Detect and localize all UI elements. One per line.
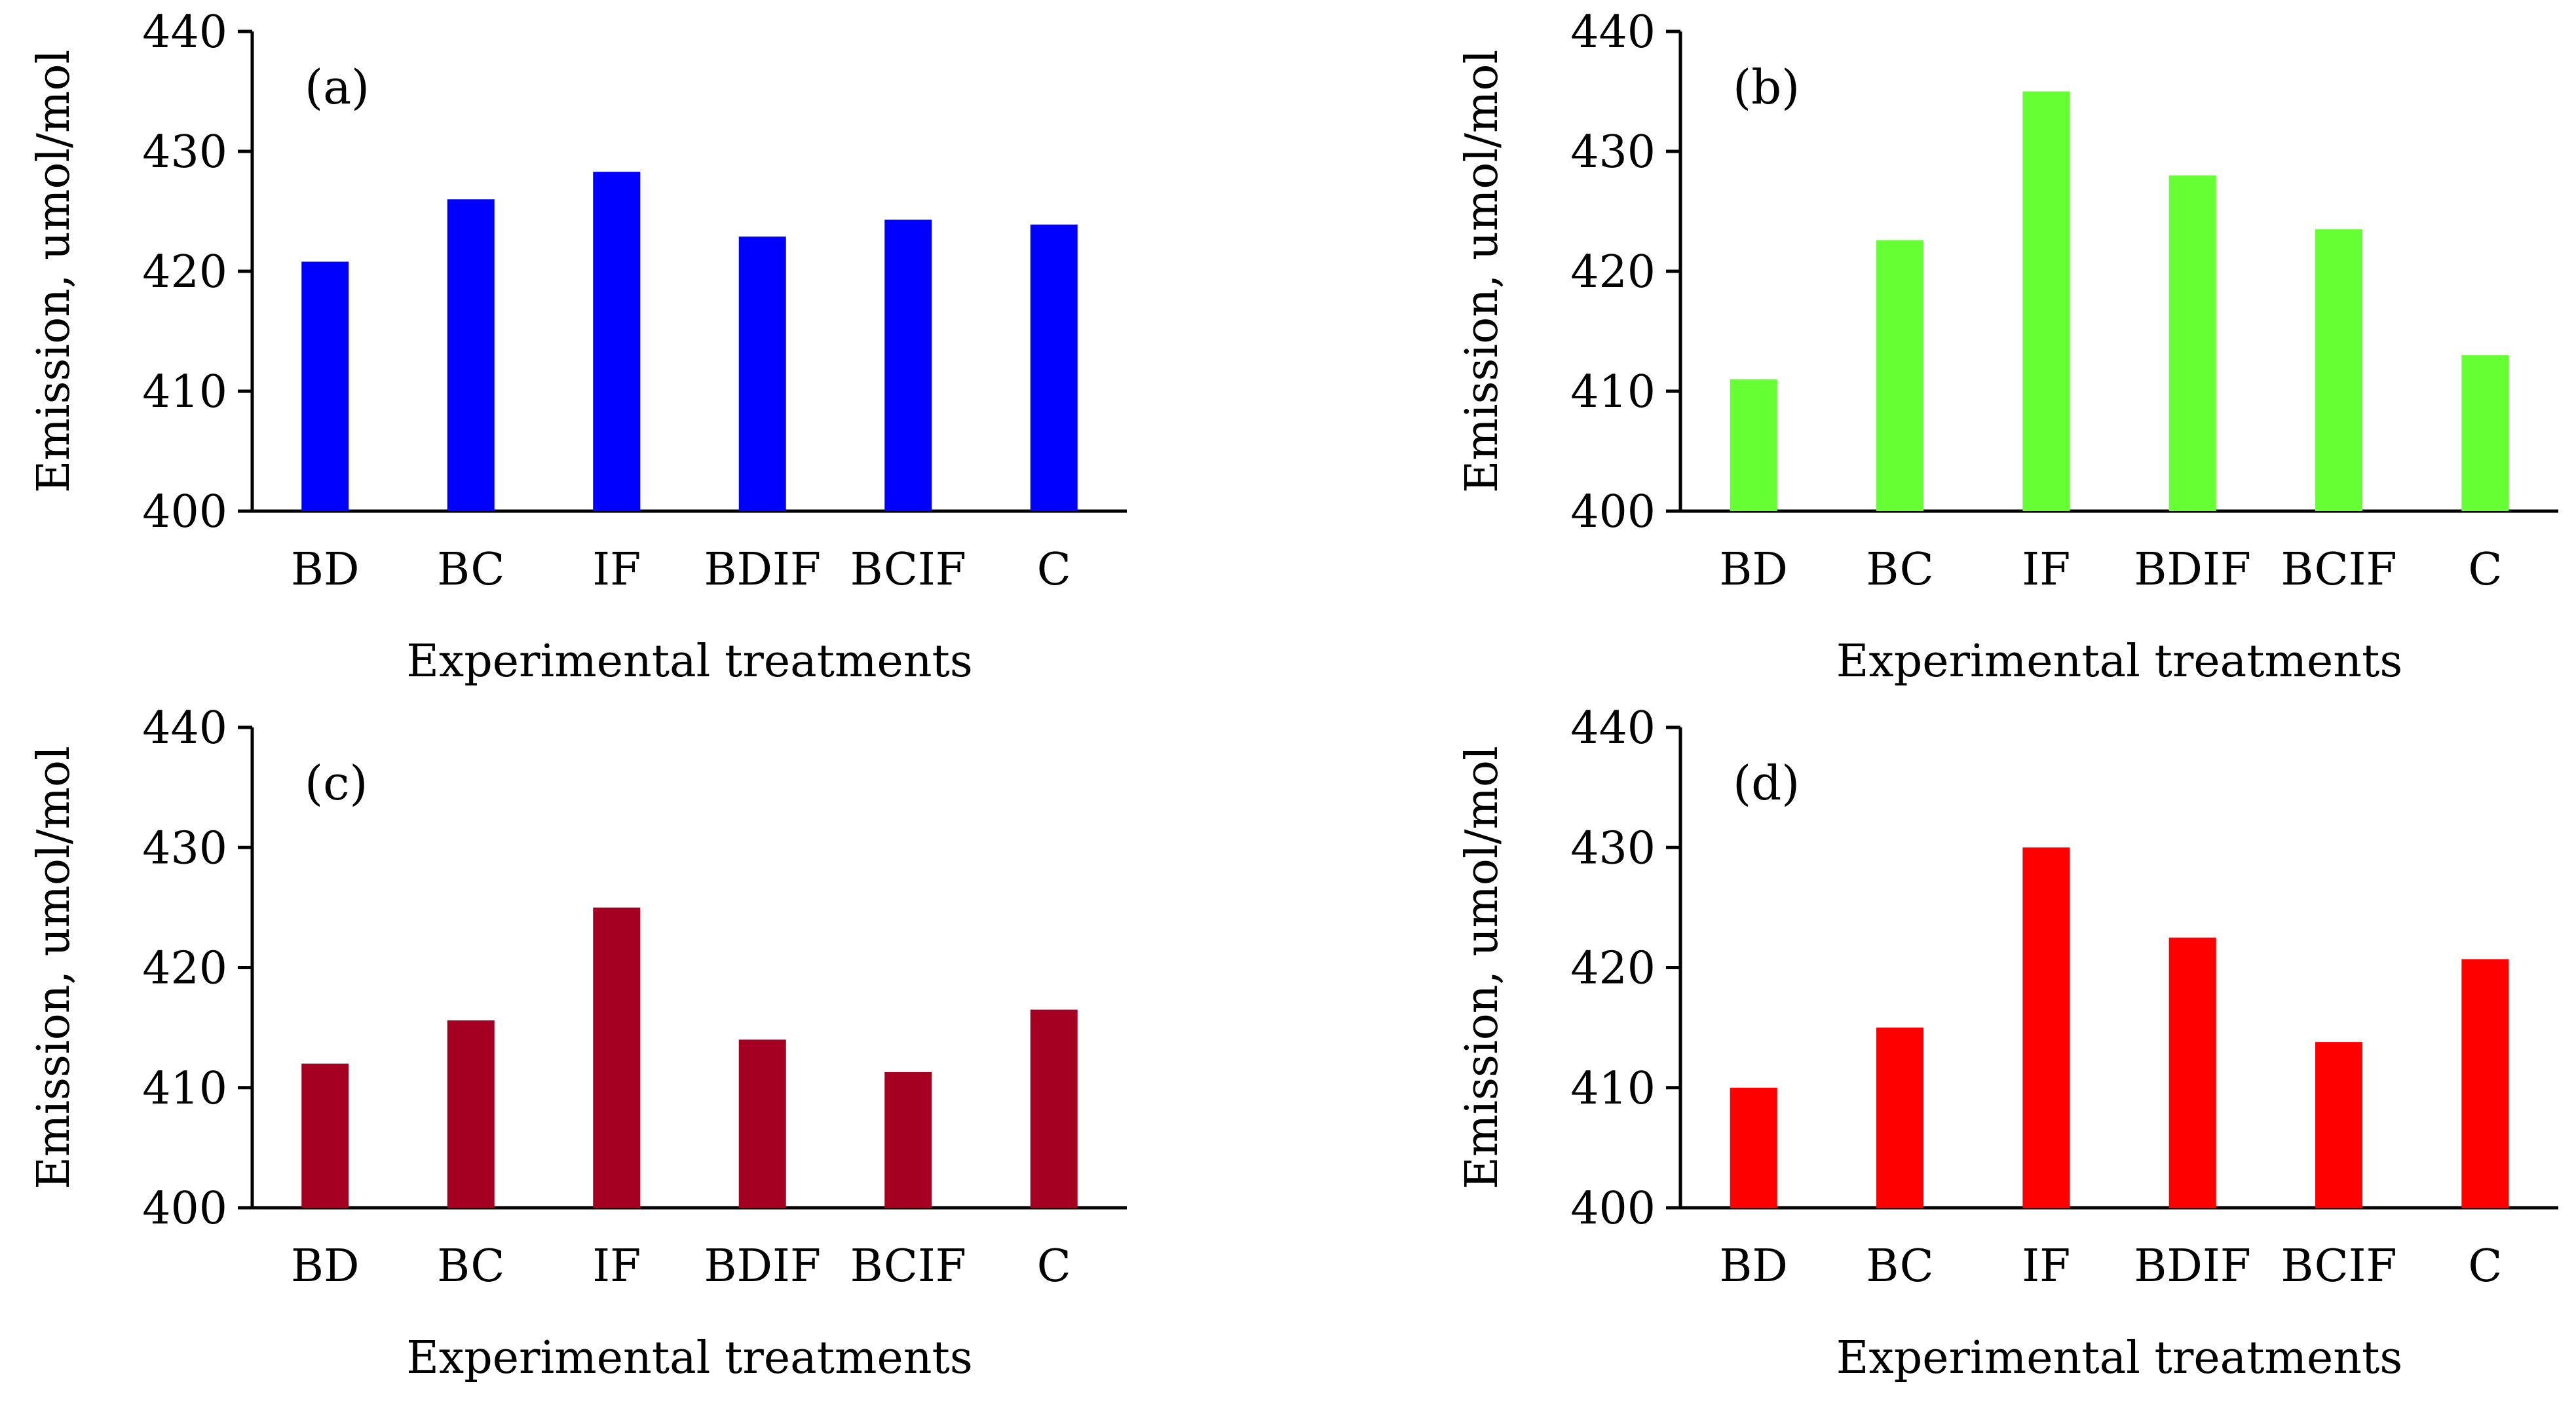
bar-c bbox=[1030, 224, 1078, 511]
x-axis-title: Experimental treatments bbox=[406, 636, 972, 687]
x-category-label: IF bbox=[592, 1241, 641, 1292]
bar-bd bbox=[301, 1064, 349, 1208]
x-category-label: BCIF bbox=[2281, 1241, 2396, 1292]
x-category-label: BD bbox=[1719, 1241, 1788, 1292]
y-tick-label: 410 bbox=[1570, 366, 1656, 418]
x-category-label: BDIF bbox=[704, 1241, 821, 1292]
panel-label: (a) bbox=[305, 60, 369, 115]
bar-if bbox=[593, 907, 641, 1208]
x-category-label: BD bbox=[291, 1241, 360, 1292]
x-category-label: BC bbox=[1866, 1241, 1933, 1292]
x-category-label: C bbox=[2468, 544, 2502, 596]
y-tick-label: 430 bbox=[1570, 822, 1656, 874]
panel-label: (c) bbox=[305, 756, 368, 811]
y-tick-label: 440 bbox=[142, 702, 227, 754]
x-axis-title: Experimental treatments bbox=[1836, 1332, 2402, 1384]
y-axis-title: Emission, umol/mol bbox=[28, 746, 80, 1189]
x-category-label: BCIF bbox=[850, 1241, 966, 1292]
y-tick-label: 400 bbox=[1570, 486, 1656, 538]
y-tick-label: 400 bbox=[142, 1183, 227, 1235]
y-tick-label: 400 bbox=[142, 486, 227, 538]
x-category-label: BCIF bbox=[850, 544, 966, 596]
bar-bc bbox=[1876, 1028, 1923, 1208]
bar-bdif bbox=[738, 1039, 786, 1208]
bar-bdif bbox=[2169, 175, 2216, 512]
y-tick-label: 430 bbox=[142, 822, 227, 874]
x-category-label: BDIF bbox=[704, 544, 821, 596]
x-category-label: BC bbox=[437, 544, 504, 596]
y-tick-label: 400 bbox=[1570, 1183, 1656, 1235]
x-category-label: BDIF bbox=[2134, 544, 2251, 596]
x-category-label: BC bbox=[1866, 544, 1933, 596]
y-tick-label: 440 bbox=[142, 7, 227, 58]
bar-bdif bbox=[738, 236, 786, 511]
bar-bd bbox=[1730, 379, 1777, 511]
y-tick-label: 440 bbox=[1570, 7, 1656, 58]
x-category-label: IF bbox=[592, 544, 641, 596]
bar-bcif bbox=[2315, 1042, 2362, 1208]
y-tick-label: 440 bbox=[1570, 702, 1656, 754]
x-axis-title: Experimental treatments bbox=[406, 1332, 972, 1384]
bar-bc bbox=[447, 199, 495, 511]
y-axis-title: Emission, umol/mol bbox=[28, 50, 80, 493]
bar-c bbox=[2461, 959, 2509, 1208]
panel-label: (b) bbox=[1733, 60, 1800, 115]
bar-bd bbox=[301, 261, 349, 511]
x-category-label: BDIF bbox=[2134, 1241, 2251, 1292]
x-category-label: BD bbox=[1719, 544, 1788, 596]
y-tick-label: 420 bbox=[1570, 943, 1656, 995]
bar-bcif bbox=[2315, 229, 2362, 511]
y-tick-label: 420 bbox=[142, 246, 227, 298]
x-axis-title: Experimental treatments bbox=[1836, 636, 2402, 687]
y-tick-label: 430 bbox=[142, 126, 227, 178]
x-category-label: IF bbox=[2022, 1241, 2070, 1292]
x-category-label: IF bbox=[2022, 544, 2070, 596]
y-tick-label: 420 bbox=[1570, 246, 1656, 298]
x-category-label: C bbox=[1037, 544, 1071, 596]
y-tick-label: 430 bbox=[1570, 126, 1656, 178]
bar-bc bbox=[1876, 240, 1923, 511]
x-category-label: BCIF bbox=[2281, 544, 2396, 596]
x-category-label: BD bbox=[291, 544, 360, 596]
panel-label: (d) bbox=[1733, 756, 1800, 811]
bar-c bbox=[1030, 1009, 1078, 1208]
bar-if bbox=[593, 172, 641, 511]
bar-if bbox=[2022, 847, 2070, 1208]
y-tick-label: 410 bbox=[142, 1063, 227, 1115]
y-axis-title: Emission, umol/mol bbox=[1456, 50, 1508, 493]
bar-if bbox=[2022, 91, 2070, 511]
x-category-label: C bbox=[1037, 1241, 1071, 1292]
bar-c bbox=[2461, 355, 2509, 511]
y-tick-label: 420 bbox=[142, 943, 227, 995]
y-axis-title: Emission, umol/mol bbox=[1456, 746, 1508, 1189]
bar-bdif bbox=[2169, 937, 2216, 1208]
bar-bcif bbox=[884, 220, 932, 511]
y-tick-label: 410 bbox=[142, 366, 227, 418]
bar-bc bbox=[447, 1020, 495, 1208]
x-category-label: C bbox=[2468, 1241, 2502, 1292]
x-category-label: BC bbox=[437, 1241, 504, 1292]
bar-bd bbox=[1730, 1087, 1777, 1208]
y-tick-label: 410 bbox=[1570, 1063, 1656, 1115]
bar-bcif bbox=[884, 1071, 932, 1208]
